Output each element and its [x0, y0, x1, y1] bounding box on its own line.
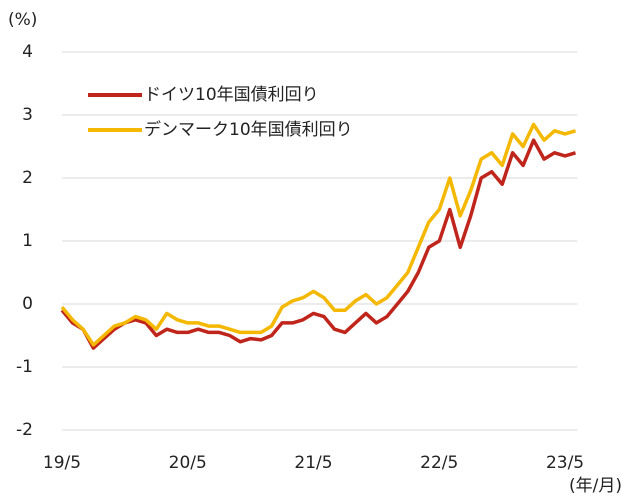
x-tick-label: 22/5 — [420, 453, 458, 473]
legend-label: ドイツ10年国債利回り — [144, 85, 319, 105]
y-tick-label: -1 — [16, 357, 33, 377]
x-tick-label: 23/5 — [546, 453, 584, 473]
y-tick-label: 3 — [22, 105, 33, 125]
y-tick-label: 4 — [22, 42, 33, 62]
x-tick-label: 19/5 — [43, 453, 81, 473]
y-tick-label: 1 — [22, 231, 33, 251]
y-tick-label: -2 — [16, 420, 33, 440]
x-tick-label: 20/5 — [169, 453, 207, 473]
line-series — [60, 138, 576, 350]
y-tick-label: 0 — [22, 294, 33, 314]
line-series — [60, 122, 576, 347]
x-tick-label: 21/5 — [294, 453, 332, 473]
x-axis-label: (年/月) — [569, 476, 622, 496]
legend-label: デンマーク10年国債利回り — [144, 119, 353, 140]
y-tick-label: 2 — [22, 168, 33, 188]
y-axis-label: (%) — [8, 10, 37, 30]
